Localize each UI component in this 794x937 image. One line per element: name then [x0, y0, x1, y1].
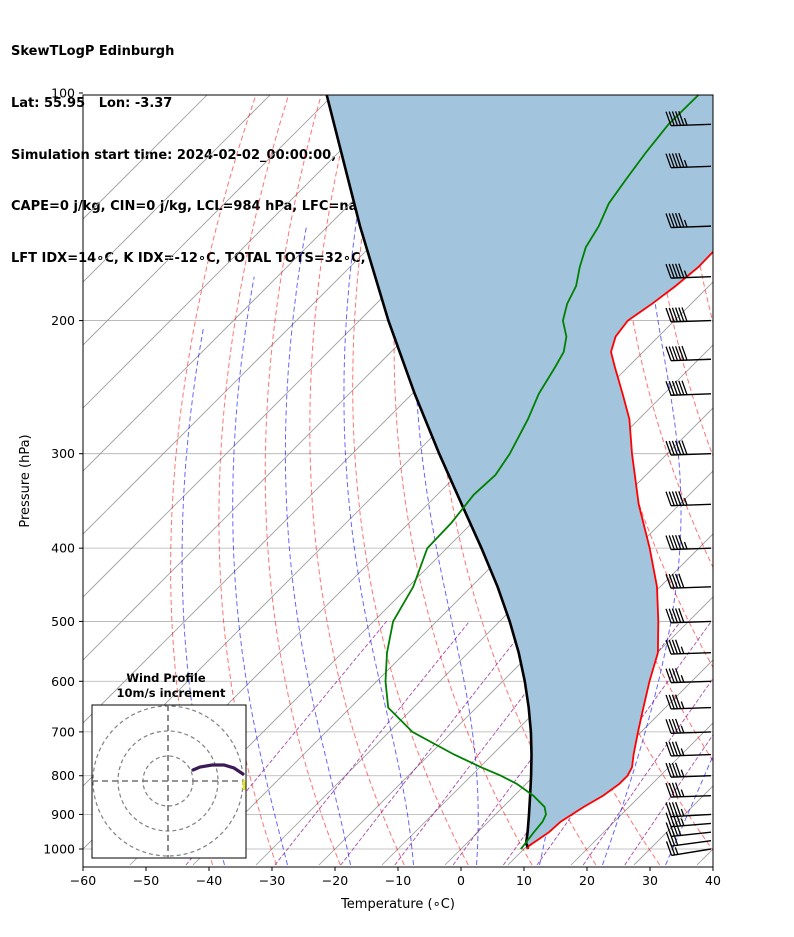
dewpoint-line: [384, 95, 700, 850]
moist-adiabat: [232, 276, 288, 866]
dry-adiabat: [170, 95, 257, 866]
isotherm-line: [83, 95, 334, 346]
title-line-location: Lat: 55.95 Lon: -3.37: [11, 96, 173, 111]
isotherm-line: [255, 407, 713, 866]
wind-barb: [665, 111, 712, 127]
x-axis: −60 −50 −40 −30 −20 −10 0 10 20 30 40: [70, 867, 721, 888]
x-tick-label: 0: [457, 873, 465, 888]
x-tick-label: −30: [259, 873, 285, 888]
moist-adiabat: [284, 226, 351, 866]
moist-adiabat: [665, 754, 713, 866]
wind-barb: [665, 263, 712, 279]
isotherm-line: [570, 722, 713, 866]
y-tick-label: 800: [51, 768, 75, 783]
wind-barb: [665, 212, 712, 229]
isotherm-line: [318, 470, 713, 866]
dry-adiabat: [779, 93, 794, 865]
wind-profile-inset: Wind Profile 10m/s increment: [91, 671, 247, 859]
y-tick-label: 900: [51, 807, 75, 822]
dry-adiabat: [712, 95, 713, 96]
x-tick-label: −10: [385, 873, 411, 888]
moist-adiabat: [414, 95, 479, 866]
y-tick-label: 300: [51, 446, 75, 461]
moist-adiabat: [602, 95, 682, 866]
dry-adiabat: [218, 95, 290, 866]
wind-barb: [665, 491, 712, 507]
inset-title: Wind Profile: [126, 671, 206, 685]
wind-barb: [665, 380, 712, 396]
y-tick-label: 600: [51, 674, 75, 689]
y-tick-label: 400: [51, 541, 75, 556]
wind-barb: [665, 534, 712, 551]
y-tick-label: 500: [51, 614, 75, 629]
wind-barb: [665, 307, 712, 323]
y-axis: 1000 900 800 700 600 500 400 300 200 100: [43, 86, 83, 857]
wind-barb: [665, 573, 712, 589]
dry-adiabat: [309, 95, 405, 866]
y-axis-label: Pressure (hPa): [18, 434, 33, 527]
isotherm-line: [83, 95, 460, 472]
mixing-ratio-line: [624, 734, 713, 866]
profile-lines: [325, 95, 713, 850]
mixing-ratio-line: [582, 677, 713, 866]
x-tick-label: 20: [579, 873, 595, 888]
y-tick-label: 100: [51, 86, 75, 101]
wind-barb: [665, 718, 712, 734]
wind-barb: [665, 345, 712, 362]
wind-barb: [665, 801, 712, 818]
cape-area: [326, 95, 713, 849]
wind-barb: [665, 741, 712, 757]
x-tick-label: −50: [133, 873, 159, 888]
title-line-station: SkewTLogP Edinburgh: [11, 44, 175, 60]
cape-shading: [326, 95, 713, 849]
inset-subtitle: 10m/s increment: [117, 686, 226, 700]
wind-barb: [665, 694, 712, 710]
mixing-ratio-line: [340, 621, 531, 866]
dry-adiabat: [393, 95, 533, 866]
wind-barb: [665, 668, 712, 684]
y-tick-label: 200: [51, 313, 75, 328]
dry-adiabat: [647, 95, 713, 458]
x-tick-label: −60: [70, 873, 96, 888]
x-tick-label: −20: [322, 873, 348, 888]
hodograph-trace: [191, 763, 245, 776]
wind-barb: [665, 639, 712, 655]
dry-adiabat: [352, 95, 469, 866]
x-tick-label: 10: [516, 873, 532, 888]
x-tick-label: 40: [705, 873, 721, 888]
isotherm-line: [381, 533, 713, 866]
y-tick-label: 700: [51, 724, 75, 739]
parcel-path-line: [325, 95, 533, 850]
wind-barb: [665, 762, 712, 778]
y-tick-label: 1000: [43, 842, 75, 857]
wind-barb: [665, 152, 712, 169]
mixing-ratio-line: [274, 621, 470, 866]
wind-barb: [665, 608, 712, 624]
x-tick-label: 30: [642, 873, 658, 888]
x-axis-label: Temperature (∘C): [340, 897, 455, 912]
moist-adiabat: [343, 166, 414, 866]
isotherm-line: [83, 95, 271, 283]
temperature-line: [526, 250, 713, 850]
dry-adiabat: [746, 93, 794, 865]
isotherm-line: [760, 93, 794, 865]
x-tick-label: −40: [196, 873, 222, 888]
wind-barbs: [665, 111, 712, 857]
dry-adiabat: [264, 95, 341, 866]
isotherm-line: [83, 95, 397, 409]
wind-barb: [665, 782, 712, 798]
wind-barb: [665, 440, 712, 456]
